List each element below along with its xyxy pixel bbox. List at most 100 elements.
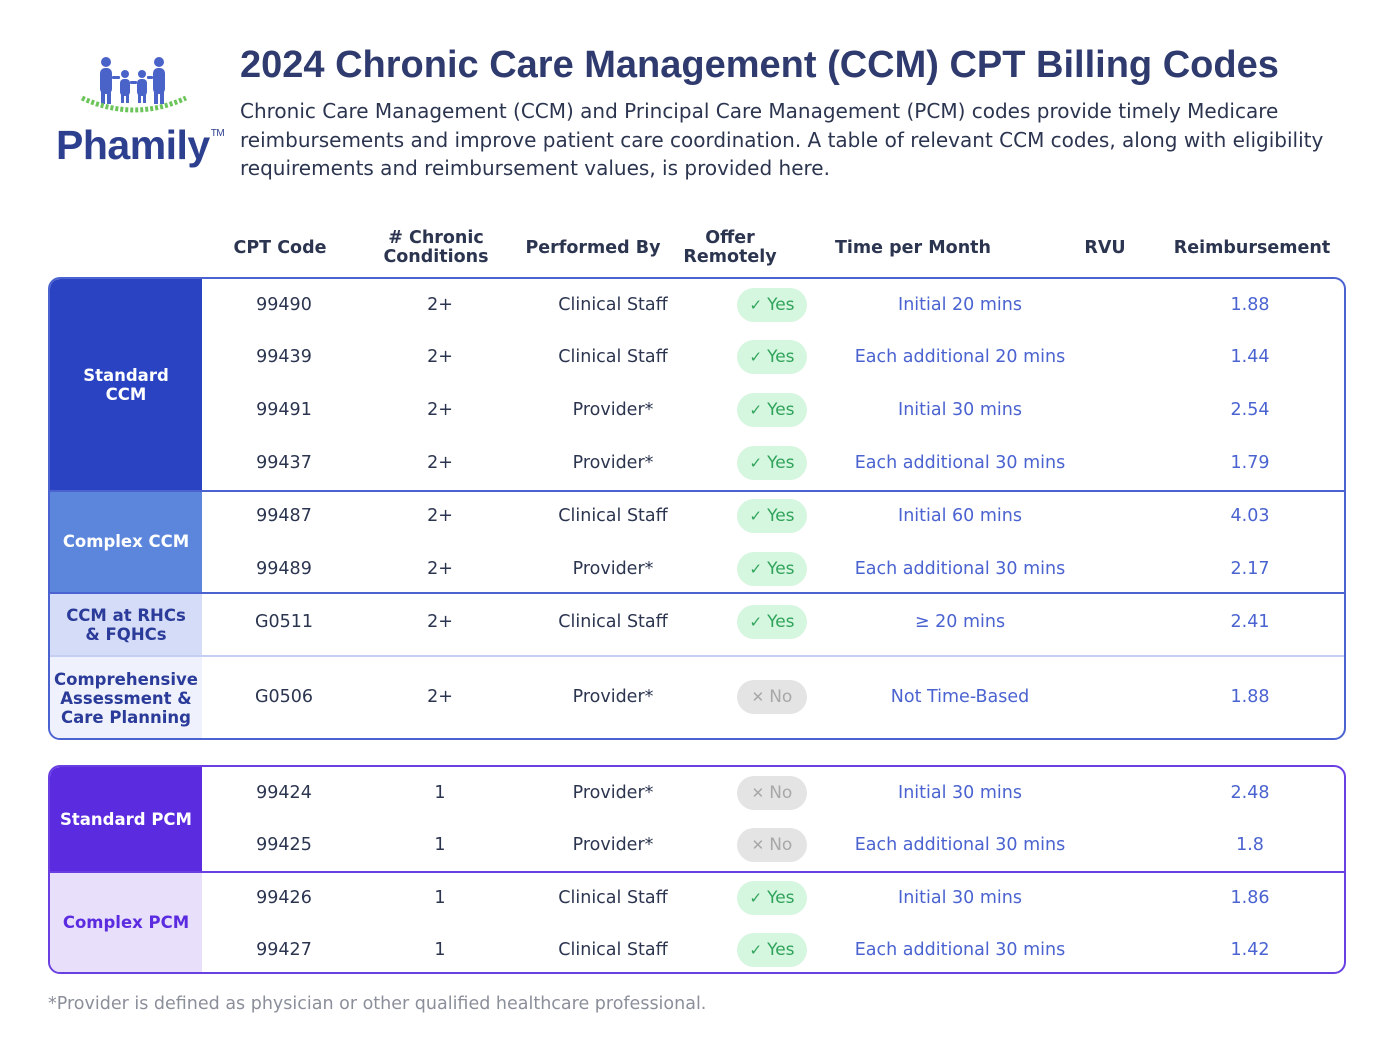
time-per-month-cell: Initial 60 mins xyxy=(898,506,1022,526)
cpt-code-cell: G0506 xyxy=(254,687,314,707)
rvu-cell: 1.44 xyxy=(1230,347,1270,367)
checkmark-icon: ✓ xyxy=(749,507,763,525)
performed-by-cell: Clinical Staff xyxy=(558,888,668,908)
col-header-cpt-code: CPT Code xyxy=(233,237,327,258)
chronic-conditions-cell: 2+ xyxy=(427,347,453,367)
rvu-cell: 2.17 xyxy=(1230,559,1270,579)
category-standard-ccm: Standard CCM xyxy=(50,279,202,490)
remote-label: Yes xyxy=(767,295,795,315)
time-per-month-cell: Initial 30 mins xyxy=(898,400,1022,420)
x-icon: ✕ xyxy=(751,688,765,706)
offer-remotely-cell: ✓ Yes xyxy=(712,872,832,924)
offer-remotely-cell: ✓ Yes xyxy=(712,543,832,595)
cpt-code-cell: 99427 xyxy=(256,940,312,960)
remote-yes-badge: ✓ Yes xyxy=(737,446,807,480)
remote-yes-badge: ✓ Yes xyxy=(737,499,807,533)
remote-label: Yes xyxy=(767,888,795,908)
checkmark-icon: ✓ xyxy=(749,889,763,907)
checkmark-icon: ✓ xyxy=(749,454,763,472)
offer-remotely-cell: ✓ Yes xyxy=(712,596,832,648)
remote-yes-badge: ✓ Yes xyxy=(737,933,807,967)
category-complex-pcm: Complex PCM xyxy=(50,871,202,972)
table-row: 99426 1 Clinical Staff ✓ Yes Initial 30 mins 1… xyxy=(202,872,1344,924)
remote-no-badge: ✕ No xyxy=(737,680,807,714)
ccm-table-group: Standard CCM Complex CCM CCM at RHCs & F… xyxy=(48,277,1346,740)
x-icon: ✕ xyxy=(751,836,765,854)
time-per-month-cell: Each additional 30 mins xyxy=(854,453,1066,473)
checkmark-icon: ✓ xyxy=(749,613,763,631)
remote-label: No xyxy=(769,783,793,803)
time-per-month-cell: Initial 20 mins xyxy=(898,295,1022,315)
page-title: 2024 Chronic Care Management (CCM) CPT B… xyxy=(240,44,1279,86)
table-row: 99439 2+ Clinical Staff ✓ Yes Each additional… xyxy=(202,331,1344,383)
remote-no-badge: ✕ No xyxy=(737,828,807,862)
performed-by-cell: Provider* xyxy=(572,453,654,473)
rvu-cell: 1.86 xyxy=(1230,888,1270,908)
rvu-cell: 1.42 xyxy=(1230,940,1270,960)
chronic-conditions-cell: 1 xyxy=(434,835,446,855)
offer-remotely-cell: ✓ Yes xyxy=(712,924,832,972)
time-per-month-cell: ≥ 20 mins xyxy=(914,612,1006,632)
group-divider xyxy=(50,592,1344,594)
remote-label: Yes xyxy=(767,347,795,367)
chronic-conditions-cell: 2+ xyxy=(427,295,453,315)
group-divider xyxy=(50,871,1344,873)
performed-by-cell: Clinical Staff xyxy=(558,506,668,526)
category-complex-ccm: Complex CCM xyxy=(50,490,202,593)
logo-wordmark: PhamilyTM xyxy=(56,122,225,168)
table-row: 99437 2+ Provider* ✓ Yes Each additional 30 m… xyxy=(202,437,1344,489)
col-header-offer-remotely: Offer Remotely xyxy=(683,228,777,267)
remote-yes-badge: ✓ Yes xyxy=(737,552,807,586)
category-ccm-rhc-fqhc: CCM at RHCs & FQHCs xyxy=(50,593,202,656)
offer-remotely-cell: ✕ No xyxy=(712,767,832,819)
category-comprehensive-assessment: Comprehensive Assessment & Care Planning xyxy=(50,656,202,738)
chronic-conditions-cell: 1 xyxy=(434,940,446,960)
performed-by-cell: Provider* xyxy=(572,400,654,420)
chronic-conditions-cell: 2+ xyxy=(427,453,453,473)
group-divider xyxy=(50,655,1344,657)
checkmark-icon: ✓ xyxy=(749,401,763,419)
rvu-cell: 1.88 xyxy=(1230,687,1270,707)
remote-label: Yes xyxy=(767,940,795,960)
remote-yes-badge: ✓ Yes xyxy=(737,288,807,322)
checkmark-icon: ✓ xyxy=(749,348,763,366)
rvu-cell: 2.54 xyxy=(1230,400,1270,420)
table-row: 99490 2+ Clinical Staff ✓ Yes Initial 20 mins… xyxy=(202,279,1344,331)
col-header-performed-by: Performed By xyxy=(525,237,661,258)
performed-by-cell: Provider* xyxy=(572,687,654,707)
footnote: *Provider is defined as physician or oth… xyxy=(48,994,707,1014)
cpt-code-cell: 99489 xyxy=(256,559,312,579)
cpt-code-cell: 99425 xyxy=(256,835,312,855)
time-per-month-cell: Initial 30 mins xyxy=(898,783,1022,803)
pcm-table-group: Standard PCM Complex PCM 99424 1 Provider*… xyxy=(48,765,1346,974)
chronic-conditions-cell: 1 xyxy=(434,783,446,803)
time-per-month-cell: Each additional 30 mins xyxy=(854,940,1066,960)
performed-by-cell: Provider* xyxy=(572,835,654,855)
col-header-rvu: RVU xyxy=(1084,237,1126,258)
remote-yes-badge: ✓ Yes xyxy=(737,605,807,639)
remote-label: Yes xyxy=(767,612,795,632)
chronic-conditions-cell: 1 xyxy=(434,888,446,908)
rvu-cell: 4.03 xyxy=(1230,506,1270,526)
performed-by-cell: Clinical Staff xyxy=(558,347,668,367)
x-icon: ✕ xyxy=(751,784,765,802)
chronic-conditions-cell: 2+ xyxy=(427,687,453,707)
phamily-logo: PhamilyTM xyxy=(56,52,225,172)
offer-remotely-cell: ✓ Yes xyxy=(712,279,832,331)
performed-by-cell: Clinical Staff xyxy=(558,940,668,960)
checkmark-icon: ✓ xyxy=(749,941,763,959)
chronic-conditions-cell: 2+ xyxy=(427,612,453,632)
rvu-cell: 2.41 xyxy=(1230,612,1270,632)
cpt-code-cell: 99490 xyxy=(256,295,312,315)
cpt-code-cell: 99487 xyxy=(256,506,312,526)
group-divider xyxy=(50,490,1344,492)
chronic-conditions-cell: 2+ xyxy=(427,400,453,420)
remote-label: Yes xyxy=(767,559,795,579)
chronic-conditions-cell: 2+ xyxy=(427,506,453,526)
col-header-time-per-month: Time per Month xyxy=(835,237,991,258)
trademark-mark: TM xyxy=(210,128,225,139)
